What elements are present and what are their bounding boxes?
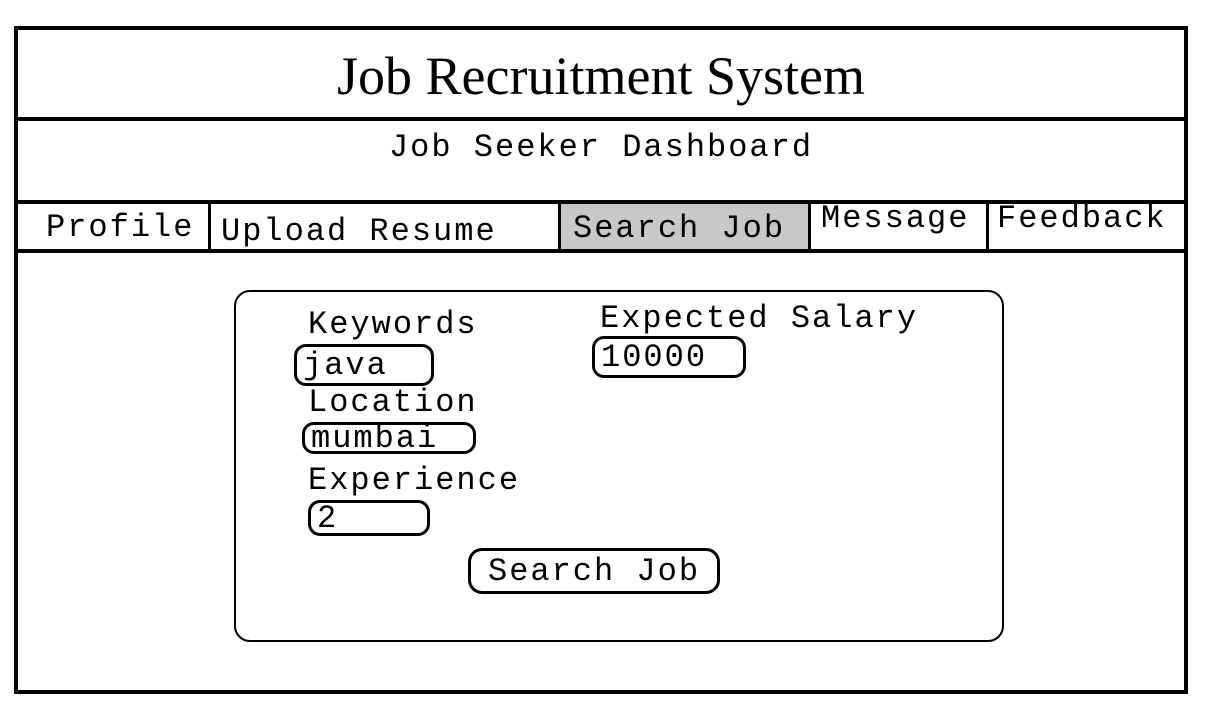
location-label: Location [308,384,478,421]
experience-input[interactable] [308,500,430,536]
tab-message[interactable]: Message [808,203,986,249]
expected-salary-input[interactable] [592,336,746,378]
keywords-input[interactable] [294,344,434,386]
app-title: Job Recruitment System [18,30,1184,121]
keywords-label: Keywords [308,306,478,343]
experience-label: Experience [308,462,521,499]
tab-feedback[interactable]: Feedback [986,203,1184,249]
app-window: Job Recruitment System Job Seeker Dashbo… [14,26,1188,694]
dashboard-title: Job Seeker Dashboard [18,121,1184,204]
tab-search-job[interactable]: Search Job [558,204,808,249]
tab-profile[interactable]: Profile [46,209,195,246]
nav-bar: Profile Upload Resume Search Job Message… [18,203,1184,253]
search-form-panel: Keywords Location Experience Expected Sa… [234,290,1004,642]
expected-salary-label: Expected Salary [600,300,919,337]
tab-upload-resume[interactable]: Upload Resume [208,204,558,250]
search-job-button[interactable]: Search Job [468,548,720,594]
location-input[interactable] [302,422,476,454]
